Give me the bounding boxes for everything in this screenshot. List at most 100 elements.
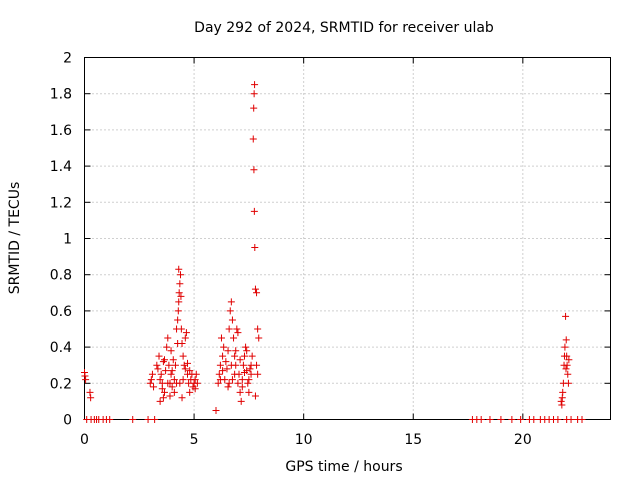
y-tick-label: 0 [63,413,72,429]
y-tick-label: 0.8 [50,268,72,284]
y-tick-label: 1.4 [50,159,72,175]
data-point [160,388,168,396]
data-point [147,376,155,384]
data-point [253,289,261,297]
data-point [176,379,184,387]
x-tick-label: 5 [190,432,199,448]
data-point [254,370,262,378]
data-point [169,356,177,364]
data-point [245,376,253,384]
data-point [156,376,164,384]
data-point [239,361,247,369]
data-point [175,265,183,273]
y-tick-label: 1.6 [50,123,72,139]
data-point [216,376,224,384]
data-point [237,397,245,405]
data-point [578,416,586,423]
data-point [251,285,259,293]
data-point [168,367,176,375]
data-point [232,347,240,355]
data-point [561,343,569,351]
data-point [244,379,252,387]
data-point [224,347,232,355]
data-point [554,416,562,423]
data-point [144,416,152,423]
data-point [176,271,184,279]
data-point [181,365,189,373]
data-point [151,416,159,423]
data-point [87,394,95,402]
data-point [219,352,227,360]
data-point [86,388,94,396]
x-axis-label: GPS time / hours [285,459,402,475]
data-point [562,336,570,344]
data-point [148,370,156,378]
data-point [166,392,174,400]
data-point [177,292,185,300]
data-point [530,416,538,423]
data-point [255,334,263,342]
data-point [175,298,183,306]
data-point [81,372,89,380]
data-point [184,359,192,367]
data-point [250,104,258,112]
data-point [170,388,178,396]
data-point [557,397,565,405]
data-point [191,376,199,384]
data-point [174,307,182,315]
data-point [191,385,199,393]
data-point [508,416,516,423]
data-point [176,280,184,288]
data-point [150,383,158,391]
data-point [228,376,236,384]
points-layer [81,81,586,423]
data-point [163,343,171,351]
data-point [186,388,194,396]
data-point [242,343,250,351]
data-point [562,365,570,373]
data-point [193,379,201,387]
data-point [220,343,228,351]
data-point [245,388,253,396]
data-point [227,361,235,369]
data-point [563,352,571,360]
data-point [219,367,227,375]
tick-layer: 00.20.40.60.811.21.41.61.820 5 10 15 20 [50,51,611,448]
data-point [247,370,255,378]
data-point [180,361,188,369]
data-point [155,352,163,360]
data-point [171,361,179,369]
data-point [234,379,242,387]
data-point [249,135,257,143]
data-point [254,325,262,333]
data-point [167,370,175,378]
data-point [564,379,572,387]
y-tick-label: 2 [63,51,72,67]
data-point [192,370,200,378]
y-tick-label: 0.2 [50,376,72,392]
data-point [234,329,242,337]
y-tick-label: 1.8 [50,87,72,103]
data-point [559,388,567,396]
x-tick-label: 0 [80,432,89,448]
y-tick-label: 0.6 [50,304,72,320]
data-point [174,316,182,324]
data-point [159,394,167,402]
data-point [226,307,234,315]
data-point [212,406,220,414]
data-point [236,388,244,396]
data-point [243,347,251,355]
data-point [250,207,258,215]
data-point [179,376,187,384]
data-point [146,379,154,387]
data-point [231,370,239,378]
data-point [129,416,137,423]
data-point [251,392,259,400]
data-point [214,379,222,387]
x-tick-label: 20 [514,432,532,448]
plot-frame [84,57,611,420]
y-tick-label: 0.4 [50,340,72,356]
data-point [251,244,259,252]
data-point [251,81,259,89]
